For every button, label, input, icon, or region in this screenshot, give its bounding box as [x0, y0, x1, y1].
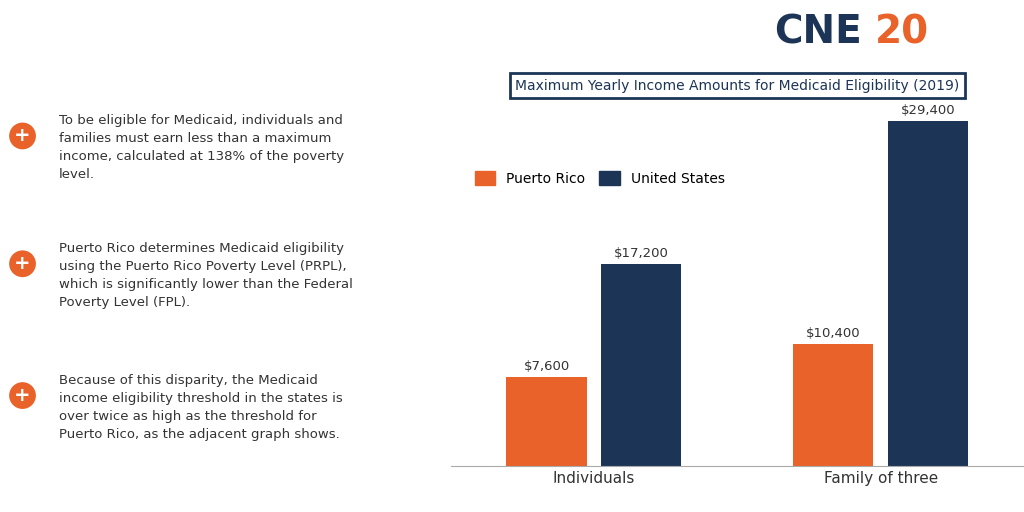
- Text: +: +: [14, 254, 31, 273]
- Legend: Puerto Rico, United States: Puerto Rico, United States: [469, 165, 731, 191]
- Text: Maximum Yearly Income Amounts for Medicaid Eligibility (2019): Maximum Yearly Income Amounts for Medica…: [515, 78, 959, 93]
- Text: CNE: CNE: [774, 13, 862, 51]
- Text: Who Is Eligible for Medicaid in Puerto Rico?: Who Is Eligible for Medicaid in Puerto R…: [17, 20, 699, 49]
- Text: +: +: [14, 386, 31, 405]
- Text: $17,200: $17,200: [613, 247, 669, 261]
- Text: Puerto Rico determines Medicaid eligibility
using the Puerto Rico Poverty Level : Puerto Rico determines Medicaid eligibil…: [58, 242, 352, 309]
- Text: Sources: Puerto Rico Department of Health — Medicaid Program; Centers for Medica: Sources: Puerto Rico Department of Healt…: [20, 482, 669, 496]
- Text: 20: 20: [876, 13, 930, 51]
- Text: Puerto Rico's Think Tank: Puerto Rico's Think Tank: [813, 69, 965, 82]
- Text: +: +: [14, 126, 31, 145]
- Text: $10,400: $10,400: [806, 327, 860, 340]
- Text: $29,400: $29,400: [901, 104, 955, 117]
- Text: $7,600: $7,600: [523, 360, 569, 373]
- Bar: [601, 264, 681, 466]
- Bar: [888, 121, 968, 466]
- Text: Because of this disparity, the Medicaid
income eligibility threshold in the stat: Because of this disparity, the Medicaid …: [58, 374, 342, 441]
- Bar: [507, 377, 587, 466]
- Text: To be eligible for Medicaid, individuals and
families must earn less than a maxi: To be eligible for Medicaid, individuals…: [58, 115, 344, 181]
- Bar: [794, 344, 873, 466]
